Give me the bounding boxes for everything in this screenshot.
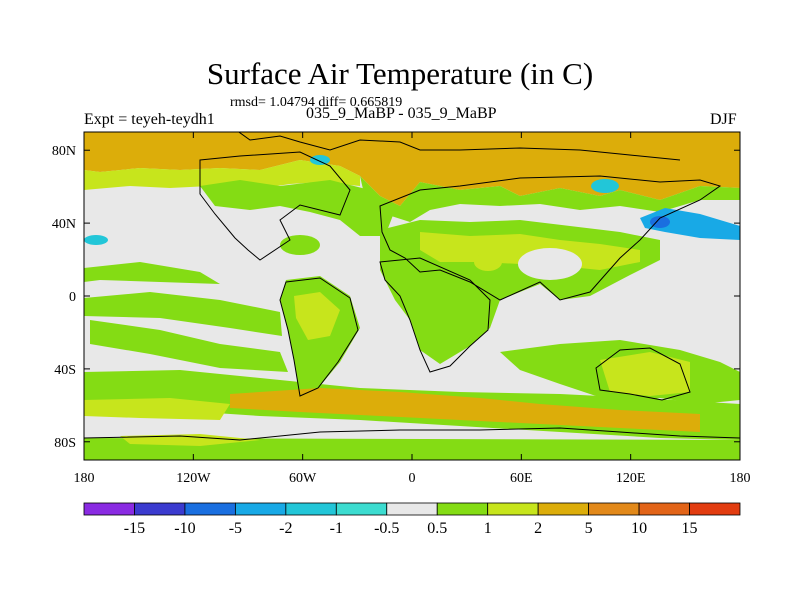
y-tick-label: 80N — [52, 144, 76, 159]
colorbar-swatch — [83, 502, 135, 516]
x-tick-label: 0 — [409, 471, 416, 486]
colorbar-swatch — [487, 502, 539, 516]
colorbar-swatch — [234, 502, 287, 516]
south-america-outline — [279, 277, 359, 397]
y-tick-label: 0 — [69, 290, 76, 305]
stats-label: rmsd= 1.04794 diff= 0.665819 — [230, 95, 403, 110]
colorbar-label: -10 — [174, 520, 195, 537]
colorbar-swatch — [335, 502, 388, 516]
colorbar-label: -1 — [330, 520, 343, 537]
north-pacific-green-band — [84, 262, 220, 284]
y-tick-label: 40N — [52, 217, 76, 232]
colorbar-label: -0.5 — [374, 520, 399, 537]
australia-yellow-patch — [600, 352, 690, 396]
colorbar-swatch — [638, 502, 690, 516]
eurasia-green-band — [360, 176, 740, 222]
colorbar-label: 5 — [585, 520, 593, 537]
coastlines — [84, 132, 740, 441]
eurasia-outline — [379, 175, 722, 301]
pacific-cool-patch — [84, 235, 108, 245]
y-tick-label: 40S — [54, 363, 76, 378]
colorbar-label: -5 — [229, 520, 242, 537]
nw-pacific-core-patch — [650, 216, 670, 228]
colorbar-swatch — [537, 502, 590, 516]
north-america-outline — [199, 151, 351, 261]
africa-outline — [379, 257, 491, 373]
x-tick-label: 180 — [74, 471, 95, 486]
amazon-yellow-patch — [294, 292, 340, 340]
chart-title: Surface Air Temperature (in C) — [206, 56, 594, 91]
north-transition-band — [84, 160, 360, 190]
colorbar-label: 10 — [631, 520, 647, 537]
axis-ticks: 180 120W 60W 0 60E 120E 180 80N 40N 0 40S 80S — [52, 132, 751, 486]
colorbar-label: 1 — [484, 520, 492, 537]
y-tick-label: 80S — [54, 436, 76, 451]
north-atlantic-region — [200, 180, 395, 236]
colorbar-label: 2 — [534, 520, 542, 537]
arctic-coast-outline — [237, 132, 681, 161]
experiment-label: Expt = teyeh-teydh1 — [84, 111, 215, 128]
south-pacific-band — [90, 320, 288, 372]
colorbar-label: 15 — [682, 520, 698, 537]
colorbar-swatch — [285, 502, 337, 516]
colorbar-swatch — [134, 502, 186, 516]
x-tick-label: 120E — [616, 471, 646, 486]
colorbar-swatch — [386, 502, 438, 516]
colorbar-swatch — [588, 502, 640, 516]
central-asia-neutral — [518, 248, 582, 280]
colorbar-label: 0.5 — [427, 520, 447, 537]
colorbar-swatch — [689, 502, 741, 516]
x-tick-label: 180 — [730, 471, 751, 486]
siberia-cool-patch — [591, 179, 619, 193]
southwest-yellow-patch — [84, 398, 230, 420]
arctic-cool-patch — [310, 155, 330, 165]
australia-outline — [595, 347, 691, 401]
temperature-field — [84, 132, 740, 460]
atlantic-green-patch — [280, 235, 320, 255]
antarctic-band — [84, 438, 740, 460]
pacific-tropical-band — [84, 292, 282, 336]
subtitle: 035_9_MaBP - 035_9_MaBP — [306, 105, 497, 122]
x-tick-label: 60W — [289, 471, 317, 486]
colorbar: -15 -10 -5 -2 -1 -0.5 0.5 1 2 5 10 15 — [83, 502, 741, 537]
arctic-warm-region — [84, 132, 740, 206]
x-tick-label: 60E — [510, 471, 533, 486]
small-yellow-patch — [474, 253, 502, 271]
x-tick-label: 120W — [176, 471, 211, 486]
colorbar-swatch — [184, 502, 236, 516]
colorbar-label: -15 — [124, 520, 145, 537]
colorbar-swatch — [436, 502, 489, 516]
season-label: DJF — [710, 111, 737, 128]
southern-ocean-orange-band — [230, 388, 700, 432]
antarctica-outline — [84, 427, 740, 441]
colorbar-label: -2 — [279, 520, 292, 537]
